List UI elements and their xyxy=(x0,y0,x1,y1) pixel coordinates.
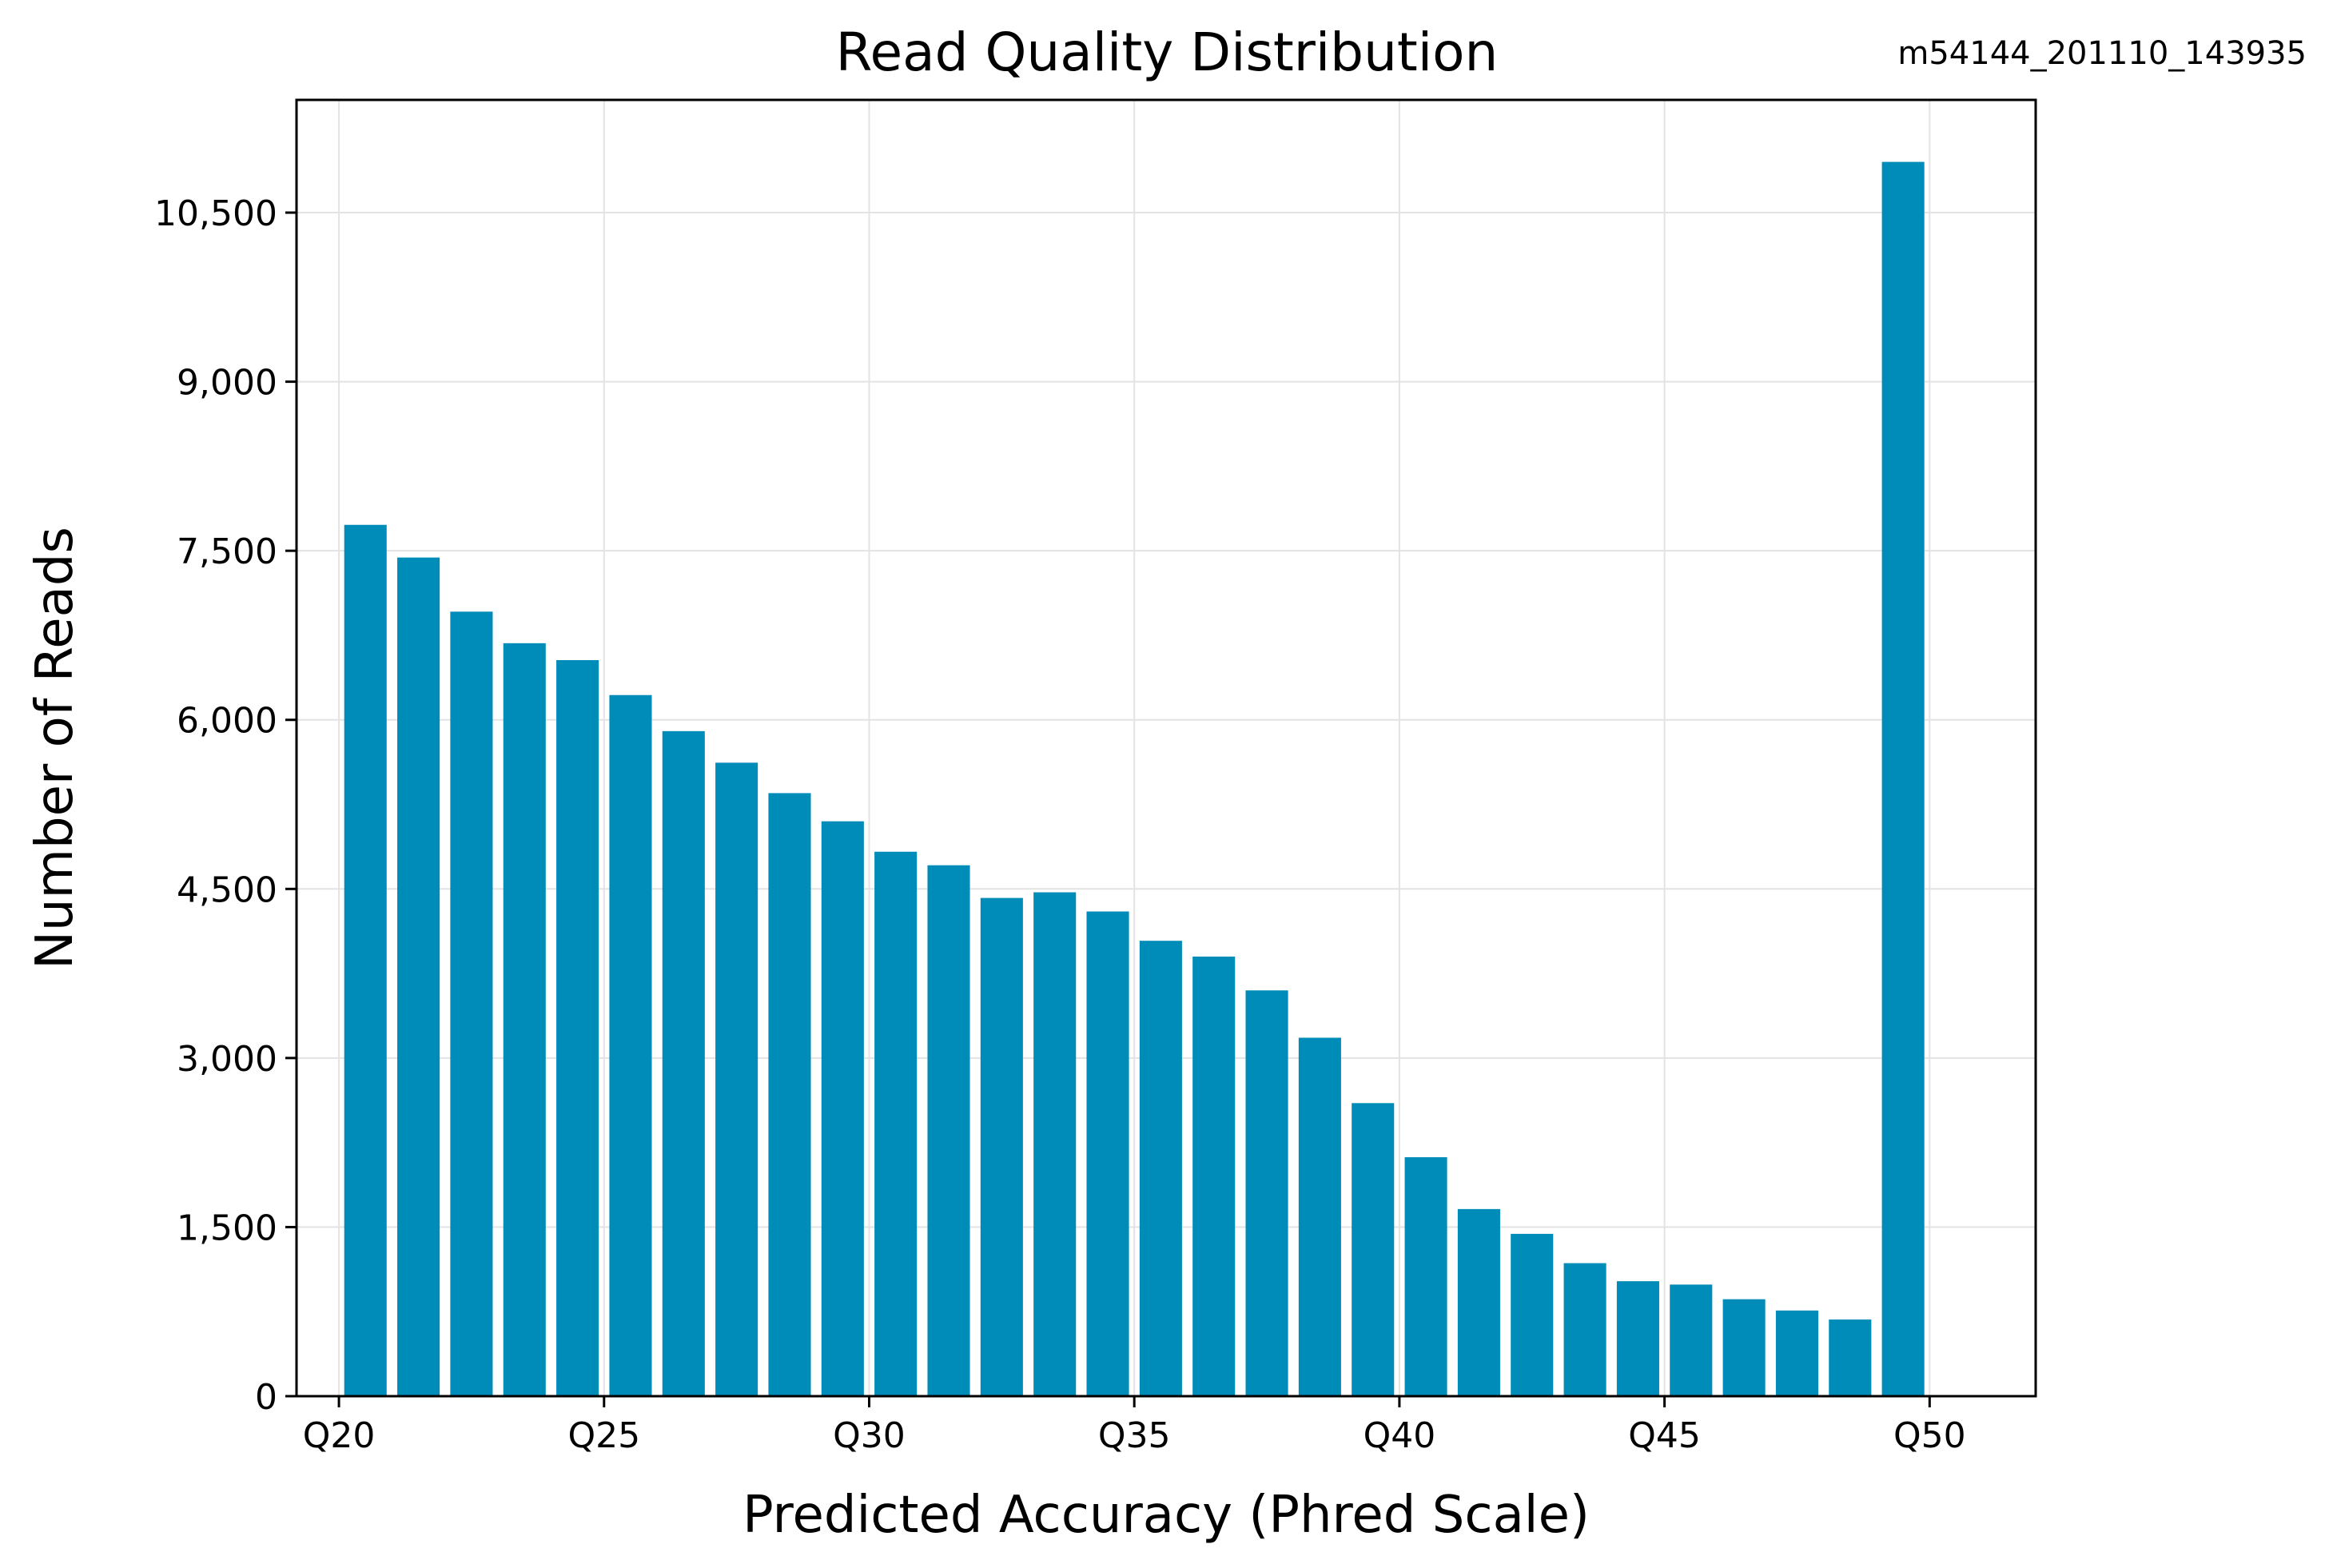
y-tick-label: 9,000 xyxy=(177,363,277,404)
bar xyxy=(1617,1281,1659,1396)
bar xyxy=(1882,162,1925,1396)
bar xyxy=(450,611,492,1396)
bar xyxy=(1140,941,1182,1396)
chart-title: Read Quality Distribution xyxy=(836,22,1499,83)
bar xyxy=(1192,957,1235,1396)
y-tick-label: 4,500 xyxy=(177,870,277,910)
run-id-label: m54144_201110_143935 xyxy=(1897,35,2307,72)
x-axis-ticks: Q20 Q25 Q30 Q35 Q40 Q45 Q50 xyxy=(303,1396,1966,1456)
x-tick-label: Q25 xyxy=(567,1415,640,1456)
bar xyxy=(981,898,1023,1396)
x-tick-label: Q50 xyxy=(1893,1415,1966,1456)
x-tick-label: Q35 xyxy=(1098,1415,1171,1456)
bar xyxy=(822,822,864,1396)
bar xyxy=(1405,1157,1447,1396)
y-tick-label: 7,500 xyxy=(177,531,277,572)
bar xyxy=(715,762,758,1396)
bar xyxy=(874,852,917,1396)
bar xyxy=(1352,1103,1394,1396)
bar xyxy=(1033,893,1076,1396)
y-axis-ticks: 0 1,500 3,000 4,500 6,000 7,500 9,000 10,500 xyxy=(154,193,297,1418)
y-tick-label: 3,000 xyxy=(177,1039,277,1080)
x-tick-label: Q20 xyxy=(303,1415,376,1456)
bar xyxy=(1564,1264,1606,1396)
x-tick-label: Q40 xyxy=(1364,1415,1436,1456)
bar xyxy=(1458,1209,1500,1396)
y-tick-label: 1,500 xyxy=(177,1208,277,1248)
bar xyxy=(1246,990,1288,1396)
bar xyxy=(397,558,440,1396)
bar xyxy=(1299,1037,1341,1396)
y-tick-label: 6,000 xyxy=(177,701,277,742)
bar xyxy=(927,866,969,1396)
x-tick-label: Q45 xyxy=(1628,1415,1701,1456)
bar xyxy=(344,525,387,1396)
y-axis-label: Number of Reads xyxy=(26,527,85,969)
bar xyxy=(504,643,546,1396)
bar xyxy=(556,660,599,1396)
bar xyxy=(1511,1234,1553,1396)
y-tick-label: 0 xyxy=(255,1377,277,1418)
bar xyxy=(768,793,810,1396)
bar xyxy=(609,695,651,1396)
bar xyxy=(1776,1311,1818,1396)
bar xyxy=(1670,1284,1712,1396)
x-tick-label: Q30 xyxy=(833,1415,906,1456)
bar xyxy=(663,731,705,1396)
bar xyxy=(1086,912,1129,1396)
x-axis-label: Predicted Accuracy (Phred Scale) xyxy=(742,1486,1590,1545)
bar xyxy=(1829,1319,1871,1396)
y-tick-label: 10,500 xyxy=(154,193,277,234)
bar xyxy=(1723,1299,1766,1396)
